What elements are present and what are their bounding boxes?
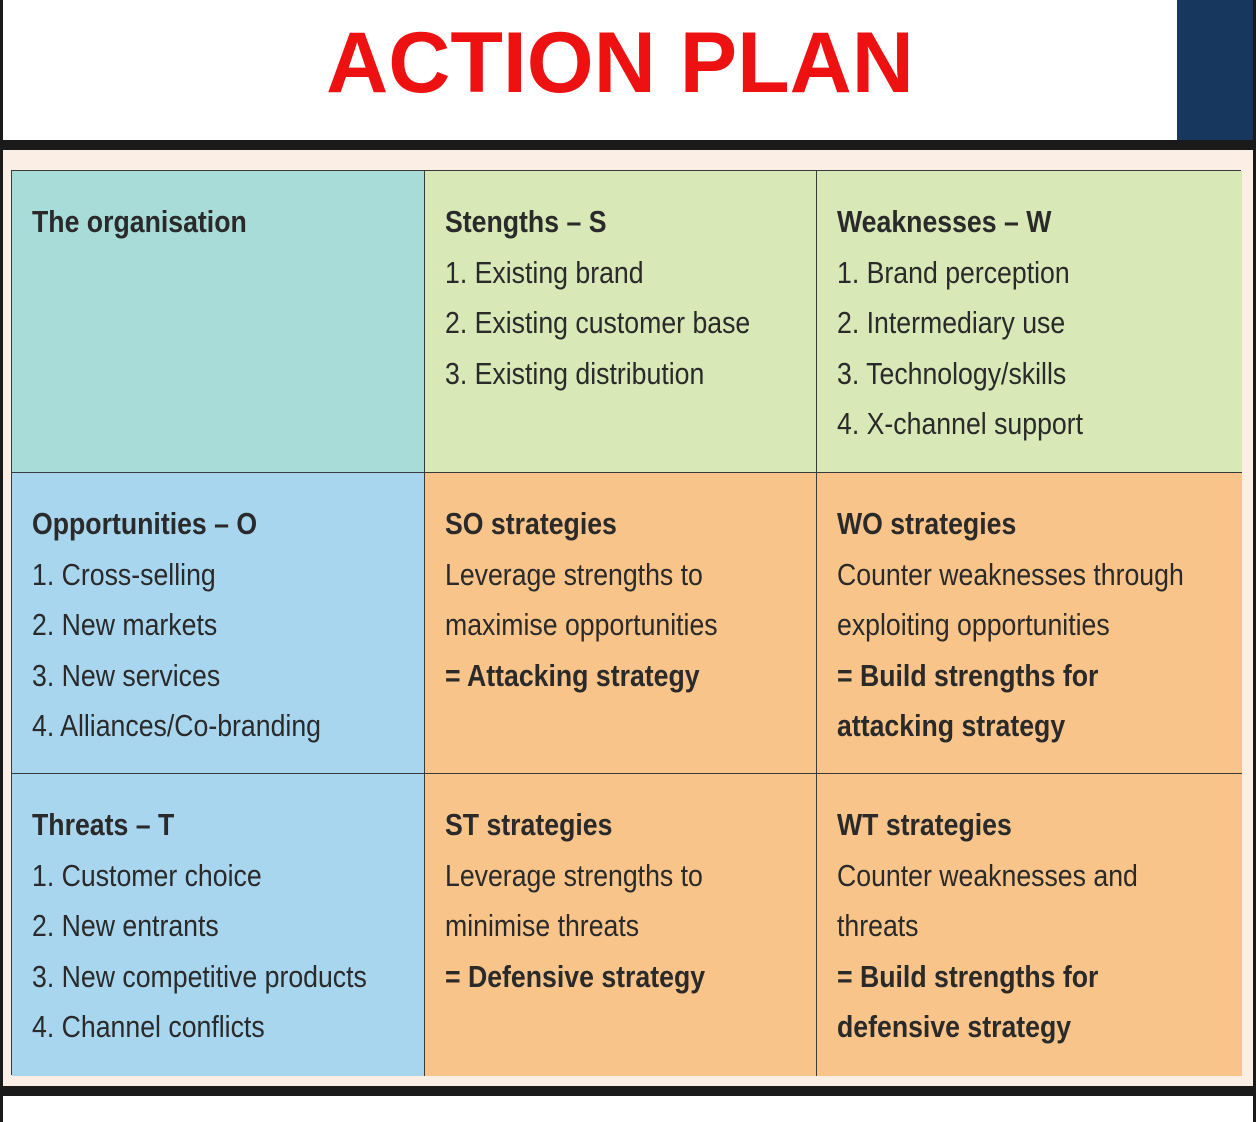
opportunities-heading: Opportunities – O xyxy=(32,506,258,541)
wo-strategies-line: Counter weaknesses through xyxy=(837,556,1184,592)
threats-item: 2. New entrants xyxy=(32,908,219,943)
weaknesses-item: 2. Intermediary use xyxy=(837,305,1066,340)
weaknesses-cell: Weaknesses – W 1. Brand perception 2. In… xyxy=(817,171,1242,473)
weaknesses-heading: Weaknesses – W xyxy=(837,204,1052,239)
title-divider xyxy=(0,140,1256,150)
so-strategies-result: = Attacking strategy xyxy=(445,657,700,693)
weaknesses-item: 1. Brand perception xyxy=(837,254,1070,290)
strengths-item: 2. Existing customer base xyxy=(445,305,751,340)
so-strategies-heading: SO strategies xyxy=(445,506,617,541)
swot-matrix: The organisation Stengths – S 1. Existin… xyxy=(11,170,1242,1076)
st-strategies-line: Leverage strengths to xyxy=(445,857,703,893)
strengths-heading: Stengths – S xyxy=(445,204,607,239)
organisation-cell: The organisation xyxy=(12,171,425,473)
wo-strategies-result: = Build strengths for xyxy=(837,657,1099,693)
wt-strategies-line: threats xyxy=(837,908,919,943)
opportunities-item: 2. New markets xyxy=(32,607,218,642)
st-strategies-cell: ST strategies Leverage strengths to mini… xyxy=(425,774,817,1076)
st-strategies-line: minimise threats xyxy=(445,908,640,943)
wo-strategies-heading: WO strategies xyxy=(837,506,1017,541)
page-title: ACTION PLAN xyxy=(326,15,914,111)
strengths-item: 3. Existing distribution xyxy=(445,355,705,391)
organisation-heading: The organisation xyxy=(32,204,247,239)
bottom-divider xyxy=(0,1086,1256,1096)
opportunities-cell: Opportunities – O 1. Cross-selling 2. Ne… xyxy=(12,473,425,774)
wo-strategies-cell: WO strategies Counter weaknesses through… xyxy=(817,473,1242,774)
so-strategies-cell: SO strategies Leverage strengths to maxi… xyxy=(425,473,817,774)
weaknesses-item: 4. X-channel support xyxy=(837,406,1084,441)
wt-strategies-heading: WT strategies xyxy=(837,807,1012,842)
wt-strategies-result: = Build strengths for xyxy=(837,958,1099,994)
wo-strategies-result: attacking strategy xyxy=(837,708,1066,743)
opportunities-item: 4. Alliances/Co-branding xyxy=(32,708,322,743)
wt-strategies-result: defensive strategy xyxy=(837,1009,1072,1044)
accent-bar xyxy=(1177,0,1253,140)
wo-strategies-line: exploiting opportunities xyxy=(837,607,1110,642)
wt-strategies-line: Counter weaknesses and xyxy=(837,857,1138,893)
st-strategies-result: = Defensive strategy xyxy=(445,958,706,994)
strengths-item: 1. Existing brand xyxy=(445,254,644,290)
so-strategies-line: Leverage strengths to xyxy=(445,556,703,592)
threats-cell: Threats – T 1. Customer choice 2. New en… xyxy=(12,774,425,1076)
st-strategies-heading: ST strategies xyxy=(445,807,613,842)
threats-item: 4. Channel conflicts xyxy=(32,1009,265,1044)
threats-item: 3. New competitive products xyxy=(32,958,367,994)
threats-item: 1. Customer choice xyxy=(32,857,262,893)
weaknesses-item: 3. Technology/skills xyxy=(837,355,1067,391)
opportunities-item: 3. New services xyxy=(32,657,221,693)
strengths-cell: Stengths – S 1. Existing brand 2. Existi… xyxy=(425,171,817,473)
opportunities-item: 1. Cross-selling xyxy=(32,556,216,592)
so-strategies-line: maximise opportunities xyxy=(445,607,718,642)
threats-heading: Threats – T xyxy=(32,807,175,842)
wt-strategies-cell: WT strategies Counter weaknesses and thr… xyxy=(817,774,1242,1076)
